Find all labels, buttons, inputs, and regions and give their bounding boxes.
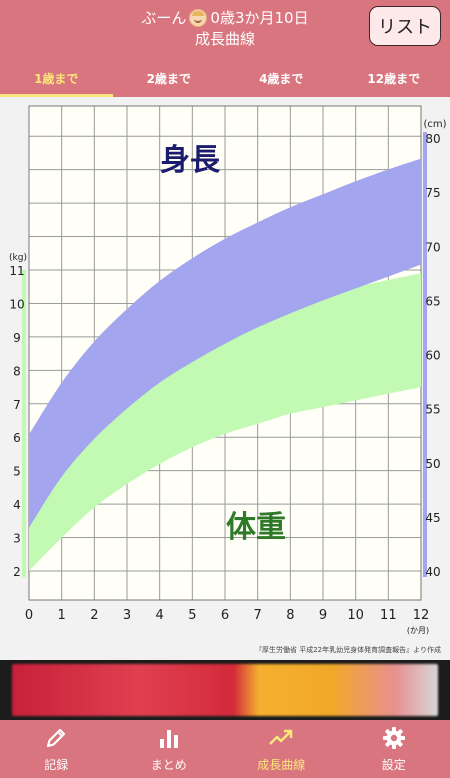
height-tick-label: 75 (425, 186, 440, 200)
x-tick-label: 12 (413, 608, 430, 623)
x-tick-label: 4 (156, 608, 164, 623)
tab-2-years[interactable]: 2歳まで (146, 72, 191, 86)
x-tick-label: 1 (58, 608, 66, 623)
baby-face-icon (189, 8, 208, 27)
nav-record[interactable]: 記録 (0, 720, 113, 778)
trend-line-icon (269, 729, 293, 745)
x-tick-label: 7 (254, 608, 262, 623)
nav-summary[interactable]: まとめ (113, 720, 226, 778)
nav-settings-label: 設定 (381, 758, 406, 772)
bar-chart-icon (159, 730, 178, 748)
baby-age: 0歳3か月10日 (210, 9, 309, 27)
x-tick-label: 5 (188, 608, 196, 623)
x-tick-label: 10 (347, 608, 364, 623)
weight-tick-label: 4 (13, 498, 21, 512)
x-tick-label: 2 (90, 608, 98, 623)
ad-banner[interactable] (0, 660, 450, 720)
nav-settings[interactable]: 設定 (338, 720, 450, 778)
baby-name: ぶーん (141, 9, 187, 27)
weight-tick-label: 10 (9, 297, 24, 311)
ad-image[interactable] (12, 664, 438, 716)
x-tick-label: 8 (286, 608, 294, 623)
x-tick-label: 9 (319, 608, 327, 623)
weight-tick-label: 7 (13, 398, 21, 412)
nav-growth-curve[interactable]: 成長曲線 (225, 720, 338, 778)
bottom-nav: 記録 まとめ 成長曲線 (0, 720, 450, 778)
weight-tick-label: 2 (13, 565, 21, 579)
x-tick-label: 3 (123, 608, 131, 623)
height-band (29, 158, 421, 528)
weight-tick-label: 6 (13, 431, 21, 445)
weight-series-label: 体重 (226, 510, 286, 545)
height-unit: (cm) (423, 119, 446, 130)
tab-1-year[interactable]: 1歳まで (0, 60, 113, 97)
x-unit: (か月) (407, 626, 429, 635)
height-tick-label: 70 (425, 240, 440, 254)
weight-tick-label: 5 (13, 465, 21, 479)
weight-tick-label: 11 (9, 264, 24, 278)
tab-12-years[interactable]: 12歳まで (367, 72, 421, 86)
range-tabs: 1歳まで 2歳まで 4歳まで 12歳まで (0, 60, 450, 97)
list-button[interactable]: リスト (369, 6, 441, 46)
weight-unit: (kg) (9, 253, 27, 263)
height-tick-label: 55 (425, 403, 440, 417)
x-tick-label: 0 (25, 608, 33, 623)
gear-icon (382, 727, 405, 749)
weight-band (29, 273, 421, 571)
height-tick-label: 80 (425, 132, 440, 146)
height-tick-label: 60 (425, 349, 440, 363)
source-note: 『厚生労働省 平成22年乳幼児身体発育調査報告』より作成 (255, 645, 441, 654)
weight-axis-bar (22, 270, 26, 577)
growth-chart-area: 2 3 4 5 6 7 8 9 10 11 (kg) 40 45 50 55 60 65 70 75 80 (cm) 0 1… (0, 97, 450, 660)
x-tick-label: 11 (380, 608, 397, 623)
baby-info: ぶーん 0歳3か月10日 (0, 7, 450, 28)
height-tick-label: 65 (425, 294, 440, 308)
pencil-icon (47, 728, 66, 748)
height-tick-label: 50 (425, 457, 440, 471)
page-title: 成長曲線 (194, 30, 255, 48)
height-tick-label: 40 (425, 565, 440, 579)
x-tick-label: 6 (221, 608, 229, 623)
weight-tick-label: 3 (13, 532, 21, 546)
nav-summary-label: まとめ (150, 758, 187, 772)
weight-tick-label: 8 (13, 364, 21, 378)
tab-4-years[interactable]: 4歳まで (259, 72, 304, 86)
height-series-label: 身長 (160, 143, 221, 178)
app-header: ぶーん 0歳3か月10日 成長曲線 リスト (0, 0, 450, 60)
nav-growth-curve-label: 成長曲線 (257, 758, 306, 772)
weight-tick-label: 9 (13, 331, 21, 345)
height-axis-bar (423, 132, 427, 577)
nav-record-label: 記録 (44, 758, 69, 772)
height-tick-label: 45 (425, 511, 440, 525)
